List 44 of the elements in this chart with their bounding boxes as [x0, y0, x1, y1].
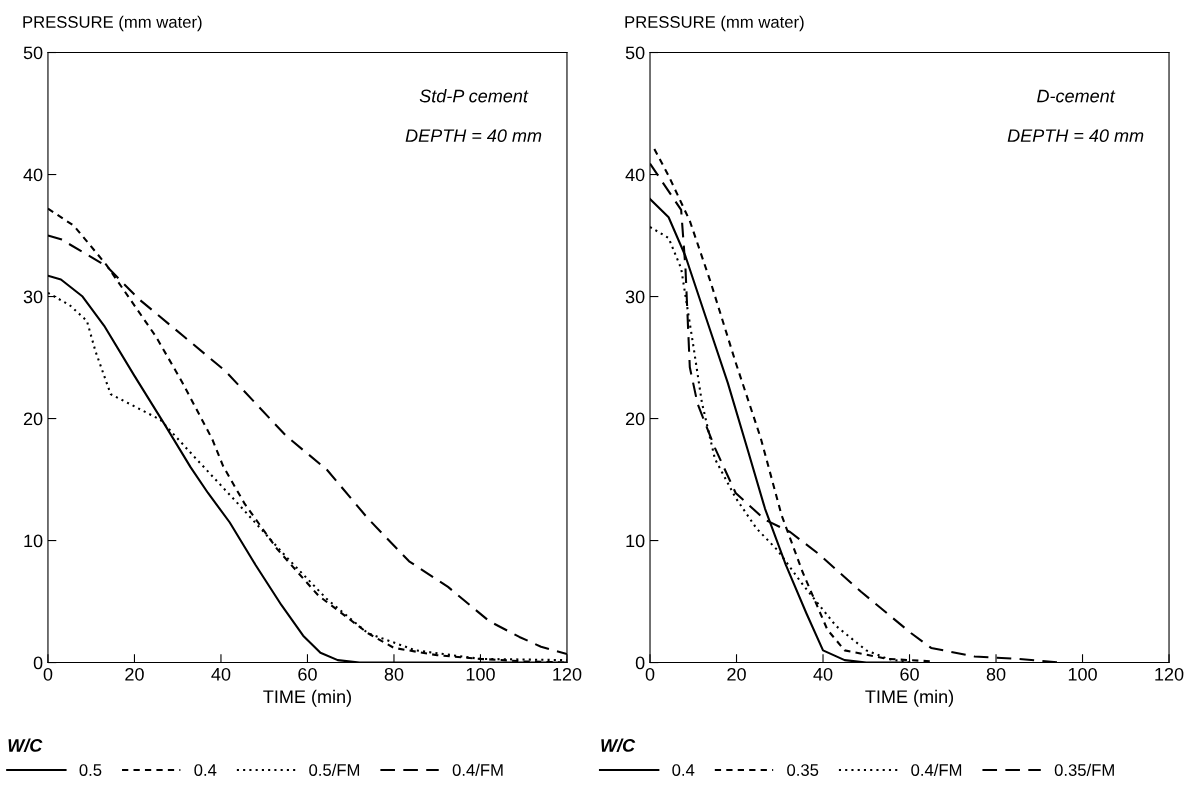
y-axis-title: PRESSURE (mm water)	[625, 15, 804, 32]
x-tick-label: 20	[727, 667, 746, 681]
y-axis-title: PRESSURE (mm water)	[23, 15, 202, 32]
legend-title: W/C	[601, 738, 636, 753]
legend-label: 0.4	[672, 764, 695, 776]
annotation: Std-P cement	[419, 89, 529, 103]
y-tick-label: 30	[625, 290, 645, 304]
x-tick-label: 40	[211, 667, 231, 681]
x-tick-label: 60	[298, 667, 317, 681]
y-tick-label: 0	[635, 656, 645, 670]
y-tick-label: 40	[23, 168, 43, 182]
y-tick-label: 20	[23, 412, 43, 426]
annotation: DEPTH = 40 mm	[405, 129, 542, 143]
y-tick-label: 30	[23, 290, 43, 304]
x-tick-label: 0	[43, 667, 53, 681]
y-tick-label: 50	[625, 46, 645, 60]
x-axis-title: TIME (min)	[865, 689, 954, 707]
legend-label: 0.35	[787, 764, 819, 776]
legend-label: 0.4/FM	[911, 763, 962, 776]
legend-label: 0.4/FM	[452, 763, 503, 776]
legend-title: W/C	[8, 738, 43, 753]
x-tick-label: 100	[466, 667, 495, 681]
x-tick-label: 40	[813, 667, 833, 681]
x-tick-label: 80	[384, 667, 404, 681]
y-tick-label: 10	[24, 534, 43, 548]
y-tick-label: 10	[626, 534, 645, 548]
x-tick-label: 80	[986, 667, 1006, 681]
y-tick-label: 40	[625, 168, 645, 182]
legend-label: 0.35/FM	[1054, 763, 1114, 776]
y-tick-label: 50	[23, 46, 43, 60]
y-tick-label: 20	[625, 412, 645, 426]
legend-label: 0.4	[194, 764, 217, 776]
x-tick-label: 0	[645, 667, 655, 681]
x-tick-label: 100	[1068, 667, 1097, 681]
annotation: DEPTH = 40 mm	[1007, 129, 1144, 143]
legend-label: 0.5	[79, 764, 102, 776]
x-tick-label: 120	[553, 667, 582, 681]
x-axis-title: TIME (min)	[263, 689, 351, 707]
annotation: D-cement	[1037, 89, 1116, 103]
x-tick-label: 20	[125, 667, 144, 681]
legend-label: 0.5/FM	[309, 763, 360, 776]
x-tick-label: 120	[1155, 667, 1184, 681]
x-tick-label: 60	[900, 667, 919, 681]
y-tick-label: 0	[33, 656, 43, 670]
